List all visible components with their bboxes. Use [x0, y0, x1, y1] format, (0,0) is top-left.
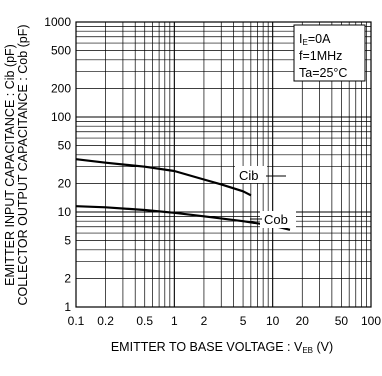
y-tick-label: 20: [58, 176, 72, 190]
x-tick-label: 0.1: [68, 314, 85, 328]
x-tick-label: 50: [335, 314, 349, 328]
series-line-cib: [75, 158, 252, 197]
y-tick-label: 1000: [44, 15, 71, 29]
y-tick-label: 50: [58, 139, 72, 153]
series-label-cib: Cib: [239, 168, 259, 183]
x-tick-label: 1: [171, 314, 178, 328]
conditions-box: [293, 24, 366, 82]
y-tick-label: 100: [51, 110, 71, 124]
plot-frame: [75, 21, 372, 308]
x-tick-label: 0.5: [136, 314, 153, 328]
cob-label-bg: [260, 211, 296, 228]
condition-frequency: f=1MHz: [299, 49, 342, 63]
condition-ie: IE=0A: [299, 32, 331, 47]
x-tick-label: 20: [296, 314, 310, 328]
y-tick-label: 5: [64, 234, 71, 248]
x-tick-label: 100: [361, 314, 381, 328]
y-axis-title-cob: COLLECTOR OUTPUT CAPACITANCE : Cob (pF): [16, 24, 30, 305]
condition-temperature: Ta=25°C: [299, 66, 347, 80]
y-tick-labels: 1 2 5 10 20 50 100 200 500 1000: [44, 15, 71, 314]
cib-label-bg: [235, 166, 267, 183]
y-tick-label: 200: [51, 81, 71, 95]
series-label-cob: Cob: [264, 212, 288, 227]
x-tick-label: 2: [201, 314, 208, 328]
y-tick-label: 1: [64, 300, 71, 314]
y-tick-label: 500: [51, 44, 71, 58]
x-tick-label: 10: [266, 314, 280, 328]
y-tick-label: 2: [64, 271, 71, 285]
x-tick-label: 0.2: [97, 314, 114, 328]
x-tick-label: 5: [240, 314, 247, 328]
y-tick-label: 10: [58, 205, 72, 219]
series-line-cob: [75, 205, 291, 231]
y-axis-title-cib: EMITTER INPUT CAPACITANCE : Cib (pF): [3, 44, 17, 286]
x-tick-labels: 0.1 0.2 0.5 1 2 5 10 20 50 100: [68, 314, 382, 328]
x-axis-title: EMITTER TO BASE VOLTAGE : VEB (V): [111, 340, 333, 355]
